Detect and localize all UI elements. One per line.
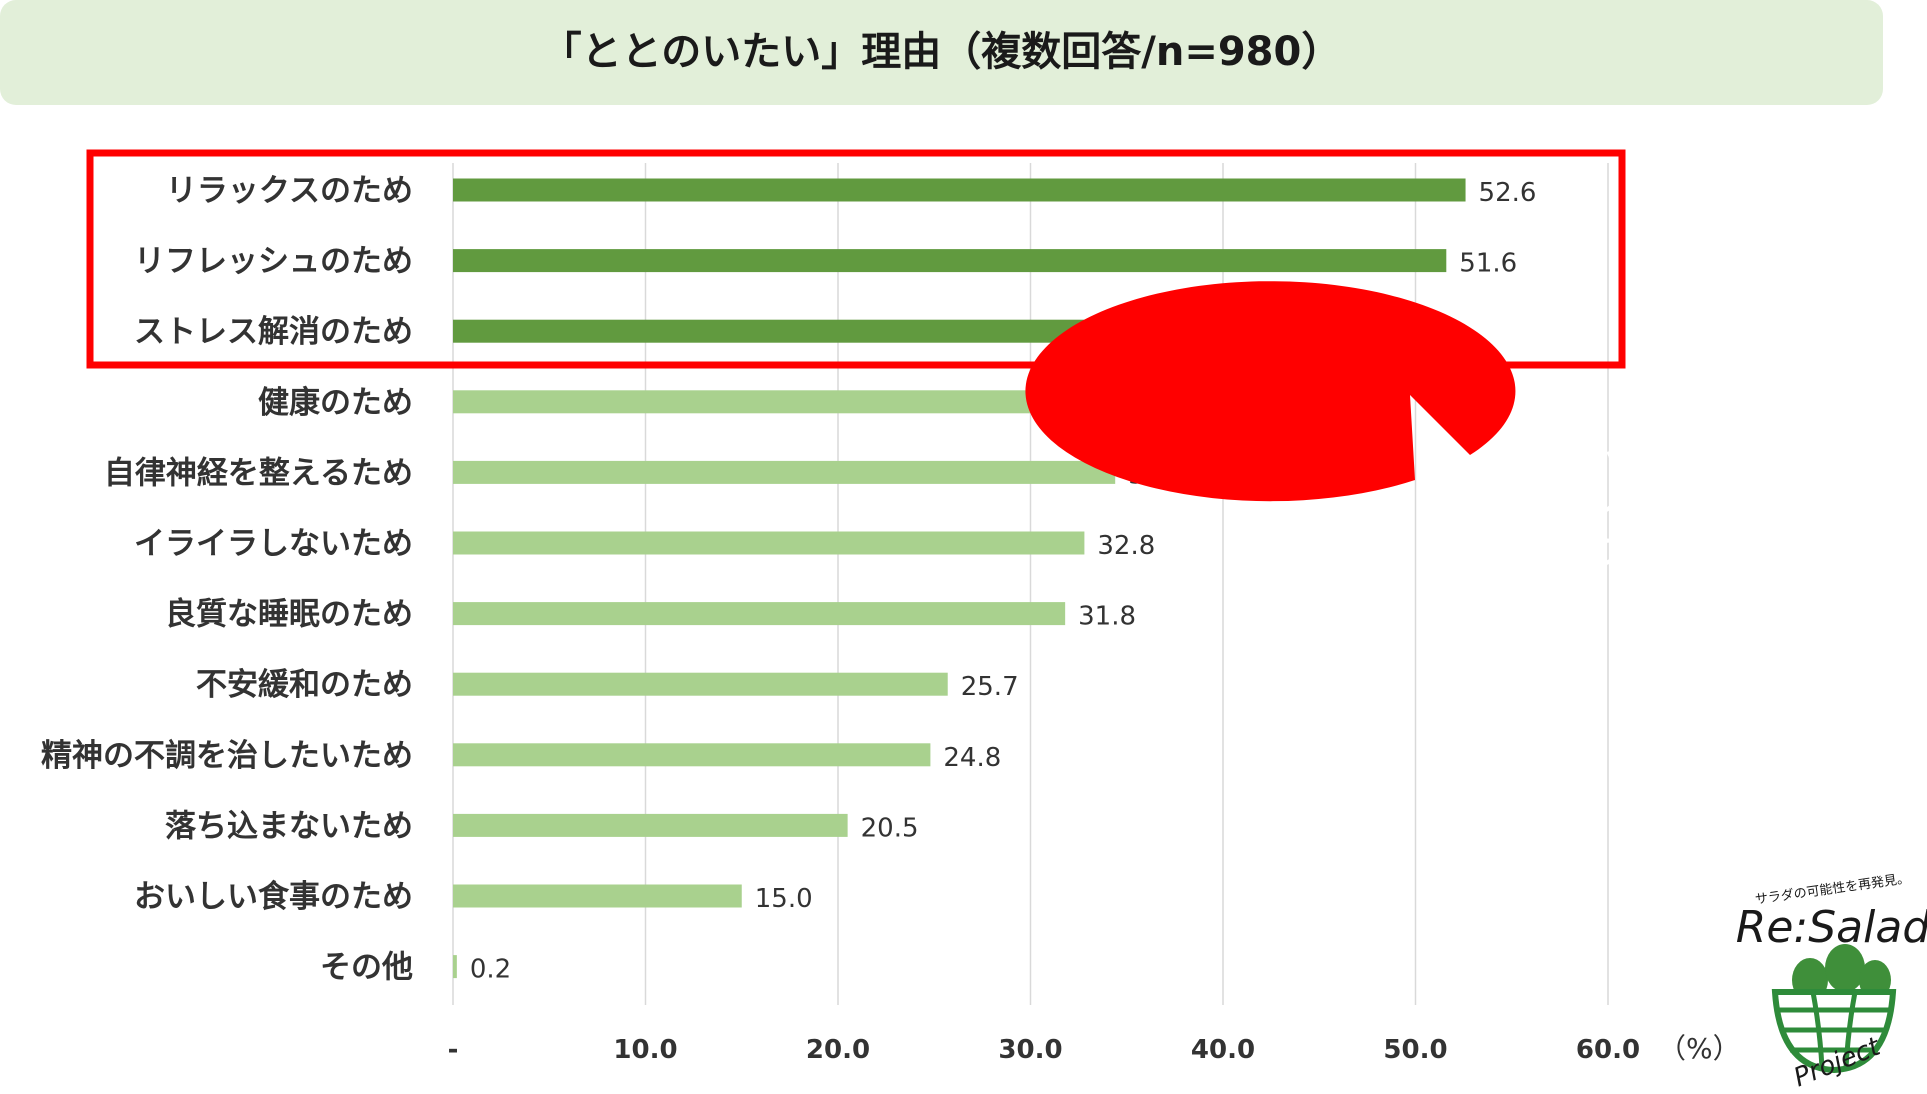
bar — [453, 743, 931, 767]
value-label: 15.0 — [755, 884, 813, 914]
category-label: 精神の不調を治したいため — [41, 738, 413, 774]
bar — [453, 460, 1116, 484]
x-unit-label: （%） — [1658, 1032, 1741, 1065]
value-label: 52.6 — [1479, 178, 1537, 208]
bar — [453, 672, 948, 696]
value-label: 31.8 — [1078, 602, 1136, 632]
value-label: 0.2 — [470, 955, 511, 985]
x-tick-label: 20.0 — [806, 1035, 870, 1065]
category-label: 不安緩和のため — [196, 667, 413, 703]
logo: サラダの可能性を再発見。 Re:Salad Project — [1736, 871, 1927, 1093]
grid-lines — [452, 163, 1609, 1005]
callout-line: 「リフレッシュ」 — [1478, 486, 1758, 526]
callout-line: 「ストレス解消」が — [1460, 533, 1775, 573]
bar — [453, 602, 1066, 626]
callout-text: 「リラックス」「リフレッシュ」「ストレス解消」がトップ3に — [1460, 439, 1775, 620]
callout: 「リラックス」「リフレッシュ」「ストレス解消」がトップ3に — [1025, 281, 1776, 620]
x-tick-label: 60.0 — [1576, 1035, 1640, 1065]
value-label: 25.7 — [961, 672, 1019, 702]
bar — [453, 884, 742, 908]
top3-highlight-frame — [86, 149, 1626, 369]
bar — [453, 955, 457, 979]
value-label: 24.8 — [943, 743, 1001, 773]
category-label: 健康のため — [258, 385, 413, 421]
category-label: リフレッシュのため — [134, 244, 413, 280]
chart-title: 「ととのいたい」理由（複数回答/n=980） — [541, 29, 1342, 75]
category-label: リラックスのため — [166, 173, 413, 209]
category-label: その他 — [320, 950, 413, 986]
logo-name: Re:Salad — [1736, 902, 1927, 953]
bar — [453, 531, 1085, 555]
bar — [453, 249, 1447, 273]
x-tick-label: - — [448, 1035, 459, 1065]
title-band — [0, 0, 1883, 105]
x-tick-label: 10.0 — [613, 1035, 677, 1065]
value-label: 32.8 — [1097, 531, 1155, 561]
x-tick-label: 30.0 — [998, 1035, 1062, 1065]
bar — [453, 813, 848, 837]
category-label: 落ち込まないため — [165, 808, 413, 844]
logo-salad-icon — [1771, 944, 1897, 1074]
x-tick-label: 50.0 — [1383, 1035, 1447, 1065]
category-label: ストレス解消のため — [134, 314, 413, 350]
category-label: おいしい食事のため — [134, 879, 413, 915]
category-label: 自律神経を整えるため — [104, 455, 413, 491]
callout-line: トップ3に — [1536, 580, 1700, 620]
category-label: 良質な睡眠のため — [165, 597, 413, 633]
category-label: イライラしないため — [134, 526, 413, 562]
callout-line: 「リラックス」 — [1496, 439, 1740, 479]
bar — [453, 178, 1466, 202]
value-label: 20.5 — [861, 813, 919, 843]
value-label: 51.6 — [1459, 249, 1517, 279]
callout-bubble — [1025, 281, 1516, 502]
x-tick-label: 40.0 — [1191, 1035, 1255, 1065]
bars — [453, 178, 1466, 979]
